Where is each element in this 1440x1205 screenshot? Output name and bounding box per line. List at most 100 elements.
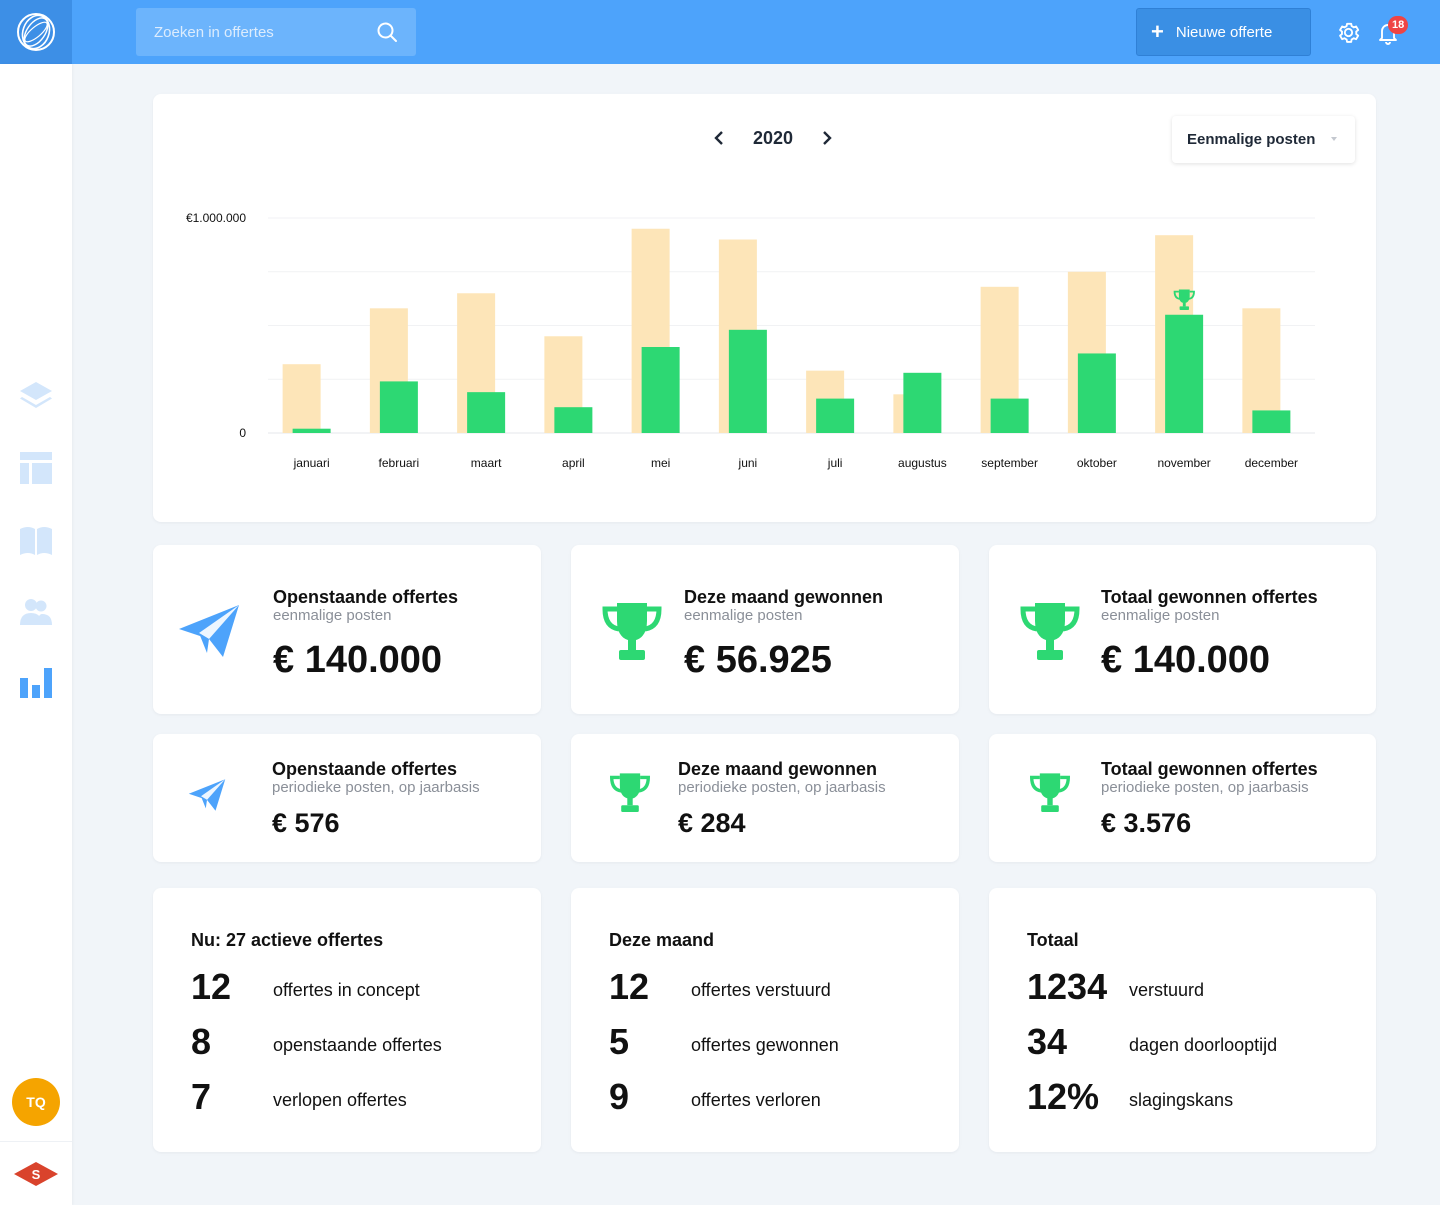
list-number: 8 [191,1021,212,1062]
stat-card-open-once: Openstaande offertes eenmalige posten € … [153,545,541,714]
search-icon[interactable] [376,21,398,43]
post-type-select[interactable]: Eenmalige posten [1172,116,1355,163]
stat-subtitle: periodieke posten, op jaarbasis [1101,779,1309,796]
x-tick-label: juni [738,456,758,470]
stat-card-total-won-periodic: Totaal gewonnen offertes periodieke post… [989,734,1376,862]
app-logo[interactable] [0,0,72,64]
stat-title: Totaal gewonnen offertes [1101,587,1318,607]
brand-logo[interactable]: S [0,1141,72,1205]
trophy-icon [1020,603,1080,660]
stat-value: € 576 [272,808,340,838]
bar-chart-icon [20,668,52,698]
sidebar-item-reports[interactable] [18,664,54,700]
bar-won [379,381,418,433]
bar-won [1165,314,1204,433]
list-label: offertes in concept [273,980,420,1000]
sidebar-item-layout[interactable] [18,450,54,486]
x-tick-label: november [1157,456,1210,470]
list-label: openstaande offertes [273,1035,442,1055]
paper-plane-icon [179,605,239,657]
stat-card-total-won-once: Totaal gewonnen offertes eenmalige poste… [989,545,1376,714]
year-navigator: 2020 [709,124,837,152]
list-number: 1234 [1027,966,1108,1007]
layers-icon [20,382,52,408]
trophy-icon [610,773,650,812]
stat-value: € 3.576 [1101,808,1192,838]
chevron-left-icon [714,131,723,145]
trophy-icon [1173,289,1195,310]
bar-won [728,329,767,433]
y-tick-label: €1.000.000 [186,211,246,225]
chevron-right-icon [823,131,832,145]
bar-won [816,398,855,433]
stat-subtitle: eenmalige posten [273,607,392,624]
next-year-button[interactable] [817,124,837,152]
book-icon [20,527,52,555]
avatar[interactable]: TQ [12,1078,60,1126]
y-tick-label: 0 [239,426,246,440]
x-tick-label: februari [379,456,420,470]
gear-icon[interactable] [1336,20,1361,45]
stat-value: € 140.000 [1101,639,1271,681]
sidebar-item-layers[interactable] [18,378,54,414]
list-label: offertes verloren [691,1090,821,1110]
bar-won [292,428,331,433]
x-tick-label: april [562,456,585,470]
trophy-icon [1030,773,1070,812]
brand-diamond-icon: S [14,1161,58,1186]
sidebar-item-book[interactable] [18,522,54,558]
post-type-value: Eenmalige posten [1187,131,1316,148]
list-label: slagingskans [1129,1090,1234,1110]
year-label: 2020 [752,127,794,148]
notification-badge: 18 [1388,16,1409,34]
sidebar: TQ S [0,64,72,1205]
chart-card: 0 €1.000.000 januari februari maart april mei j… [153,94,1376,522]
list-number: 12 [191,966,232,1007]
bar-won [903,372,942,433]
x-tick-label: maart [471,456,502,470]
users-icon [20,599,52,625]
bar-won [554,407,593,433]
search-input[interactable] [154,23,376,41]
list-heading: Deze maand [609,930,715,950]
list-number: 9 [609,1076,630,1117]
list-number: 7 [191,1076,212,1117]
stat-card-open-periodic: Openstaande offertes periodieke posten, … [153,734,541,862]
new-quote-button[interactable]: + Nieuwe offerte [1136,8,1311,56]
list-label: dagen doorlooptijd [1129,1035,1278,1055]
x-tick-label: oktober [1077,456,1117,470]
stat-subtitle: eenmalige posten [684,607,803,624]
list-number: 12 [609,966,650,1007]
list-heading: Totaal [1027,930,1079,950]
list-card-active: Nu: 27 actieve offertes 12 offertes in c… [153,888,541,1152]
brand-letter: S [32,1167,41,1182]
list-label: verlopen offertes [273,1090,407,1110]
prev-year-button[interactable] [709,124,729,152]
x-tick-label: december [1245,456,1298,470]
new-quote-label: Nieuwe offerte [1175,23,1273,41]
stat-title: Deze maand gewonnen [678,759,878,779]
stat-value: € 56.925 [684,639,832,681]
stat-value: € 140.000 [273,639,443,681]
list-card-month: Deze maand 12 offertes verstuurd 5 offer… [571,888,959,1152]
list-number: 12% [1027,1076,1100,1117]
bar-chart: 0 €1.000.000 januari februari maart april mei j… [186,211,1315,470]
list-label: offertes gewonnen [691,1035,839,1055]
bar-won [990,398,1029,433]
trophy-icon [602,603,662,660]
logo-icon [17,13,55,51]
search-bar[interactable] [136,8,416,56]
x-tick-label: augustus [898,456,947,470]
sidebar-item-users[interactable] [18,594,54,630]
stat-title: Openstaande offertes [273,587,459,607]
list-card-total: Totaal 1234 verstuurd 34 dagen doorloopt… [989,888,1376,1152]
caret-down-icon [1331,137,1337,141]
stat-subtitle: periodieke posten, op jaarbasis [272,779,480,796]
stat-subtitle: periodieke posten, op jaarbasis [678,779,886,796]
x-tick-label: januari [293,456,330,470]
list-label: offertes verstuurd [691,980,831,1000]
list-number: 34 [1027,1021,1068,1062]
x-tick-label: september [981,456,1038,470]
stat-card-month-won-periodic: Deze maand gewonnen periodieke posten, o… [571,734,959,862]
top-bar: + Nieuwe offerte 18 [0,0,1440,64]
